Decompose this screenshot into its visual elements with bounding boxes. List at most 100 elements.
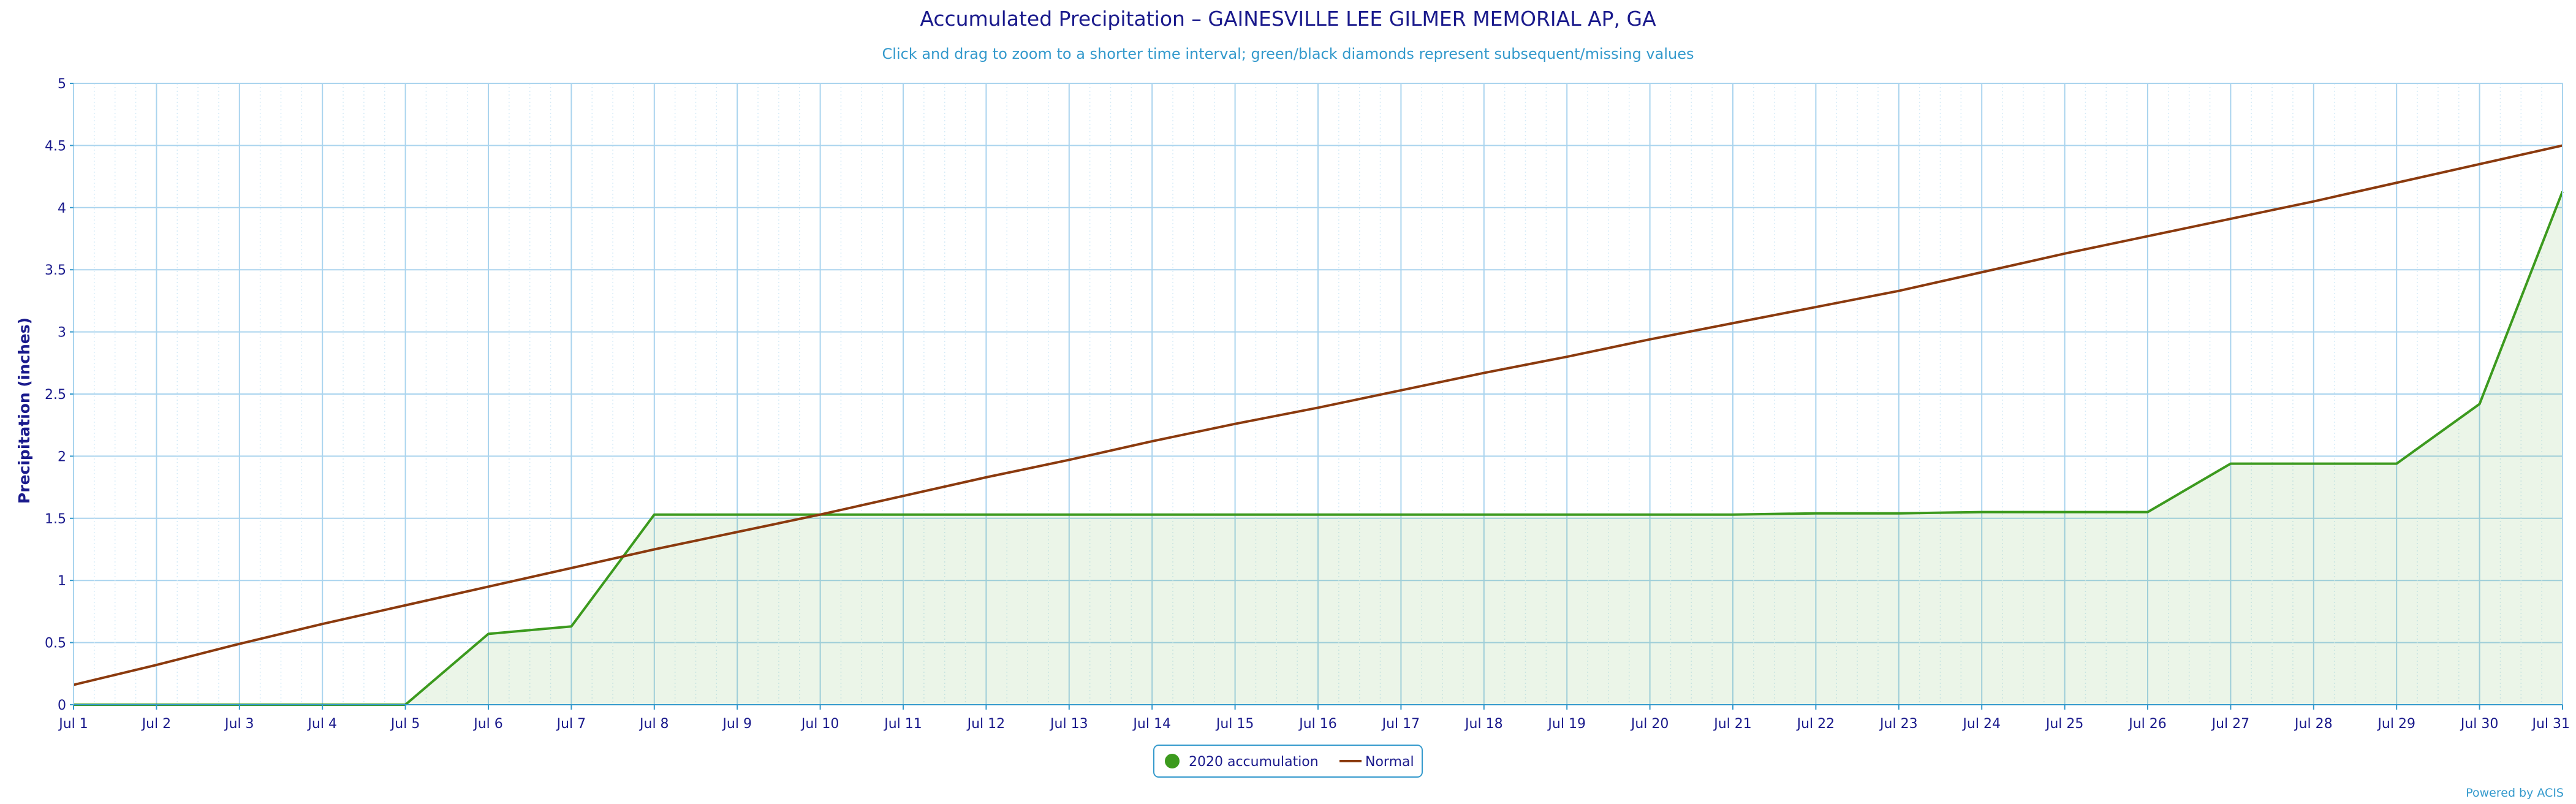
normal-point[interactable] xyxy=(1316,406,1320,409)
y-tick-label: 1 xyxy=(58,574,66,589)
x-tick-label: Jul 8 xyxy=(638,716,669,732)
accumulation-point[interactable] xyxy=(901,513,905,517)
normal-point[interactable] xyxy=(2146,234,2150,238)
accumulation-point[interactable] xyxy=(1731,513,1735,517)
x-tick-label: Jul 30 xyxy=(2460,716,2499,732)
normal-point[interactable] xyxy=(1897,289,1901,293)
x-tick-label: Jul 27 xyxy=(2211,716,2250,732)
accumulation-point[interactable] xyxy=(1233,513,1237,517)
normal-point[interactable] xyxy=(320,622,324,626)
x-tick-label: Jul 9 xyxy=(721,716,752,732)
x-tick-label: Jul 10 xyxy=(800,716,839,732)
accumulation-point[interactable] xyxy=(2395,462,2398,466)
accumulation-point[interactable] xyxy=(1565,513,1569,517)
normal-point[interactable] xyxy=(2395,181,2398,184)
legend-box xyxy=(1153,745,1423,778)
x-tick-label: Jul 17 xyxy=(1381,716,1420,732)
x-tick-label: Jul 12 xyxy=(966,716,1006,732)
x-tick-label: Jul 6 xyxy=(472,716,503,732)
normal-point[interactable] xyxy=(1482,371,1486,375)
x-tick-label: Jul 11 xyxy=(883,716,922,732)
normal-point[interactable] xyxy=(735,530,739,534)
normal-point[interactable] xyxy=(1565,355,1569,358)
x-tick-label: Jul 4 xyxy=(306,716,337,732)
accumulation-point[interactable] xyxy=(2478,402,2482,406)
normal-point[interactable] xyxy=(1233,422,1237,426)
normal-point[interactable] xyxy=(569,566,573,570)
x-tick-label: Jul 7 xyxy=(556,716,586,732)
accumulation-point[interactable] xyxy=(569,624,573,628)
normal-point[interactable] xyxy=(1399,389,1403,392)
normal-point[interactable] xyxy=(487,585,490,588)
normal-point[interactable] xyxy=(1814,305,1817,309)
legend-accumulation-marker xyxy=(1165,754,1180,768)
chart-title: Accumulated Precipitation – GAINESVILLE … xyxy=(920,7,1656,31)
legend-item-normal[interactable]: Normal xyxy=(1339,754,1414,770)
series-line-accumulation[interactable] xyxy=(74,191,2564,706)
accumulation-point[interactable] xyxy=(2146,510,2150,514)
y-tick-label: 5 xyxy=(58,77,66,92)
accumulation-point[interactable] xyxy=(1150,513,1154,517)
series-line-normal[interactable] xyxy=(73,144,2563,686)
series-area-accumulation xyxy=(74,191,2563,705)
accumulation-point[interactable] xyxy=(1897,512,1901,515)
normal-point[interactable] xyxy=(1980,270,1983,274)
normal-point[interactable] xyxy=(653,548,656,552)
normal-point[interactable] xyxy=(2063,252,2067,256)
accumulation-point[interactable] xyxy=(487,632,490,635)
normal-point[interactable] xyxy=(238,642,241,646)
accumulation-point[interactable] xyxy=(1814,512,1817,515)
normal-point[interactable] xyxy=(2312,200,2316,203)
x-tick-label: Jul 23 xyxy=(1879,716,1918,732)
chart-subtitle: Click and drag to zoom to a shorter time… xyxy=(882,45,1694,63)
y-tick-labels: 0 0.5 1 1.5 2 2.5 3 3.5 4 4.5 5 xyxy=(45,77,74,713)
normal-point[interactable] xyxy=(1150,439,1154,443)
normal-point[interactable] xyxy=(2478,162,2482,166)
y-tick-label: 2 xyxy=(58,449,66,465)
normal-point[interactable] xyxy=(984,476,988,479)
x-tick-label: Jul 31 xyxy=(2531,716,2570,732)
x-tick-label: Jul 20 xyxy=(1630,716,1669,732)
legend[interactable]: 2020 accumulation Normal xyxy=(1153,745,1423,778)
accumulation-point[interactable] xyxy=(2229,462,2232,466)
accumulation-point[interactable] xyxy=(2312,462,2316,466)
x-tick-label: Jul 25 xyxy=(2045,716,2084,732)
accumulation-point[interactable] xyxy=(1482,513,1486,517)
accumulation-point[interactable] xyxy=(1399,513,1403,517)
x-tick-label: Jul 16 xyxy=(1298,716,1337,732)
normal-point[interactable] xyxy=(404,604,407,607)
y-tick-label: 0 xyxy=(58,698,66,713)
x-tick-label: Jul 28 xyxy=(2294,716,2333,732)
normal-point[interactable] xyxy=(1067,458,1071,461)
series-areas xyxy=(74,191,2563,705)
accumulation-point[interactable] xyxy=(653,513,656,517)
normal-point[interactable] xyxy=(901,494,905,498)
y-tick-label: 4.5 xyxy=(45,138,66,154)
normal-point[interactable] xyxy=(819,513,822,517)
accumulation-point[interactable] xyxy=(984,513,988,517)
y-tick-label: 3.5 xyxy=(45,263,66,278)
accumulation-point[interactable] xyxy=(735,513,739,517)
accumulation-point[interactable] xyxy=(1648,513,1652,517)
x-tick-label: Jul 19 xyxy=(1547,716,1586,732)
credit-link[interactable]: Powered by ACIS xyxy=(2466,786,2564,800)
accumulation-point[interactable] xyxy=(1316,513,1320,517)
normal-point[interactable] xyxy=(154,663,158,667)
accumulation-point[interactable] xyxy=(1980,510,1983,514)
x-tick-label: Jul 14 xyxy=(1132,716,1171,732)
y-tick-label: 2.5 xyxy=(45,387,66,403)
y-tick-label: 1.5 xyxy=(45,512,66,527)
x-tick-label: Jul 2 xyxy=(141,716,172,732)
normal-point[interactable] xyxy=(2229,217,2232,221)
y-tick-label: 4 xyxy=(58,201,66,216)
x-tick-label: Jul 5 xyxy=(390,716,420,732)
x-tick-label: Jul 22 xyxy=(1796,716,1835,732)
accumulation-point[interactable] xyxy=(2063,510,2067,514)
x-tick-labels: Jul 1 Jul 2 Jul 3 Jul 4 Jul 5 Jul 6 Jul 7 Jul 8… xyxy=(58,705,2570,732)
accumulation-point[interactable] xyxy=(1067,513,1071,517)
legend-item-accumulation[interactable]: 2020 accumulation xyxy=(1165,754,1319,770)
x-tick-label: Jul 3 xyxy=(224,716,254,732)
normal-point[interactable] xyxy=(1731,321,1735,325)
normal-point[interactable] xyxy=(1648,338,1652,341)
